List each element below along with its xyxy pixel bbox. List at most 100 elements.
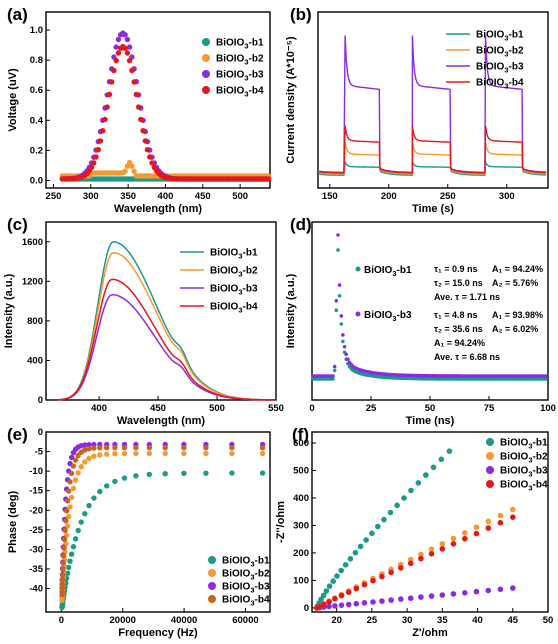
series-point bbox=[334, 308, 339, 313]
panel-label: (e) bbox=[7, 425, 28, 444]
series-line bbox=[319, 35, 547, 174]
series-point bbox=[86, 502, 92, 509]
y-tick-label: 0.8 bbox=[30, 55, 43, 66]
series-point bbox=[104, 451, 110, 457]
series-point bbox=[126, 44, 133, 50]
series-point bbox=[124, 36, 131, 43]
series-point bbox=[338, 592, 345, 599]
series-point bbox=[70, 485, 77, 492]
annotation-label: BiOIO3-b3 bbox=[364, 310, 412, 323]
series-point bbox=[379, 598, 385, 604]
series-point bbox=[147, 154, 153, 160]
series-point bbox=[111, 67, 117, 74]
y-tick-label: 600 bbox=[293, 438, 309, 449]
series-point bbox=[131, 168, 137, 174]
series-point bbox=[88, 164, 95, 171]
legend-label: BiOIO3-b4 bbox=[216, 86, 264, 99]
series-point bbox=[229, 445, 235, 451]
panel-d: 0 25 50 75 100 Time (ns) Intensity (a.u.) BiOIO… bbox=[285, 215, 556, 427]
series-point bbox=[122, 168, 128, 174]
series-point bbox=[82, 459, 88, 465]
legend-label: BiOIO3-b4 bbox=[500, 480, 548, 493]
legend-label: BiOIO3-b1 bbox=[216, 38, 264, 51]
series-point bbox=[338, 567, 345, 574]
series-point bbox=[112, 445, 118, 451]
series-point bbox=[124, 50, 131, 56]
x-tick-label: 60000 bbox=[232, 615, 258, 626]
legend-marker bbox=[208, 595, 216, 603]
legend-label: BiOIO3-b3 bbox=[476, 62, 524, 75]
series-point bbox=[353, 585, 360, 592]
series-point bbox=[339, 322, 344, 326]
legend-label: BiOIO3-b1 bbox=[222, 556, 270, 569]
series-point bbox=[149, 160, 155, 166]
series-point bbox=[121, 445, 128, 451]
x-axis-title: Z'/ohm bbox=[412, 627, 448, 639]
series-point bbox=[109, 79, 115, 85]
series-point bbox=[112, 478, 118, 485]
x-tick-label: 400 bbox=[158, 191, 174, 202]
series-point bbox=[430, 464, 437, 471]
series-point bbox=[398, 565, 404, 571]
series-point bbox=[91, 495, 97, 501]
series-point bbox=[70, 544, 77, 550]
legend-label: BiOIO3-b3 bbox=[216, 70, 264, 83]
annotation-a2: A₂ = 6.02% bbox=[492, 324, 538, 334]
series-point bbox=[334, 573, 340, 579]
series-point bbox=[97, 445, 103, 451]
series-point bbox=[121, 475, 128, 481]
series-point bbox=[388, 597, 394, 603]
series-point bbox=[68, 454, 75, 461]
series-point bbox=[162, 471, 168, 477]
series-point bbox=[485, 525, 492, 531]
series-point bbox=[133, 91, 139, 98]
series-point bbox=[337, 294, 342, 298]
series-point bbox=[67, 479, 73, 485]
series-point bbox=[428, 546, 435, 552]
series-point bbox=[353, 600, 360, 607]
panel-a: 250 300 350 400 450 500 0.0 0.2 0.4 0.6 0.8 1.0 Wave… bbox=[7, 5, 272, 215]
series-point bbox=[97, 138, 104, 144]
series-point bbox=[370, 577, 376, 584]
series-point bbox=[140, 128, 146, 134]
series-point bbox=[544, 374, 548, 378]
series-point bbox=[344, 352, 349, 357]
series-point bbox=[497, 586, 504, 593]
series-line bbox=[57, 278, 276, 401]
series-point bbox=[345, 589, 352, 595]
x-tick-label: 200 bbox=[381, 191, 397, 202]
legend-marker bbox=[202, 86, 210, 94]
y-tick-label: 0.4 bbox=[30, 115, 44, 126]
series-point bbox=[510, 585, 516, 591]
series-line bbox=[319, 141, 547, 175]
series-point bbox=[497, 512, 504, 519]
series-point bbox=[203, 445, 209, 451]
annotation-marker bbox=[355, 311, 361, 317]
y-tick-label: 0.6 bbox=[30, 85, 43, 96]
series-point bbox=[75, 470, 81, 476]
series-point bbox=[320, 592, 327, 599]
x-tick-label: 40 bbox=[472, 615, 483, 626]
series-point bbox=[121, 450, 128, 457]
panel-c: 400 450 500 550 0 400 800 1200 1600 Wavelength (n… bbox=[3, 215, 284, 427]
series-point bbox=[104, 445, 110, 451]
series-point bbox=[332, 603, 338, 609]
series-point bbox=[86, 446, 92, 452]
y-tick-label: 1.0 bbox=[30, 25, 43, 36]
series-point bbox=[415, 480, 422, 486]
series-point bbox=[131, 79, 137, 85]
series-point bbox=[104, 483, 110, 489]
series-point bbox=[331, 374, 335, 378]
series-point bbox=[265, 176, 272, 182]
series-point bbox=[473, 524, 480, 530]
series-point bbox=[102, 116, 108, 123]
panel-b: 150 200 250 300 Time (s) Current density (A*1… bbox=[285, 5, 549, 215]
series-point bbox=[181, 445, 187, 451]
series-point bbox=[122, 32, 128, 38]
series-point bbox=[418, 594, 424, 600]
y-tick-label: -40 bbox=[29, 584, 43, 595]
series-point bbox=[401, 495, 407, 501]
annotation-label: BiOIO3-b1 bbox=[364, 265, 412, 278]
series-point bbox=[162, 445, 168, 451]
series-point bbox=[357, 543, 364, 550]
